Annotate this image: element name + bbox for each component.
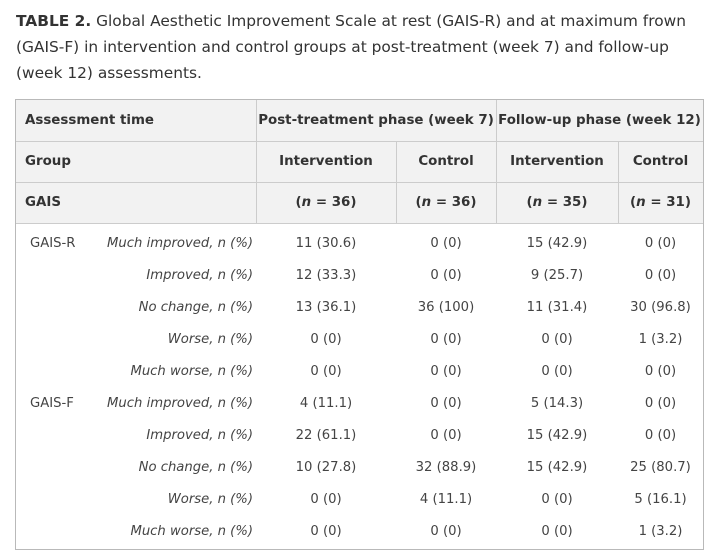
row-category: Worse, n (%) — [167, 492, 253, 507]
row-category: No change, n (%) — [138, 300, 253, 315]
cell-control-week12: 30 (96.8) — [630, 300, 691, 315]
table-row: Improved, n (%) 12 (33.3) 0 (0) 9 (25.7)… — [16, 260, 703, 292]
cell-intervention-week12: 0 (0) — [541, 524, 573, 539]
row-category: Worse, n (%) — [167, 332, 253, 347]
cell-control-week12: 5 (16.1) — [634, 492, 687, 507]
row-group: GAIS-R — [30, 236, 76, 251]
row-category: Much worse, n (%) — [130, 524, 253, 539]
header-post-treatment: Post-treatment phase (week 7) — [258, 113, 494, 128]
cell-control-week12: 1 (3.2) — [638, 524, 683, 539]
table-caption: TABLE 2. Global Aesthetic Improvement Sc… — [16, 8, 706, 86]
header-intervention-week12: Intervention — [510, 154, 604, 169]
row-category: Much worse, n (%) — [130, 364, 253, 379]
row-category: Much improved, n (%) — [107, 396, 253, 411]
header-divider — [16, 182, 703, 183]
cell-control-week12: 25 (80.7) — [630, 460, 691, 475]
row-category: Improved, n (%) — [146, 428, 253, 443]
cell-control-week7: 0 (0) — [430, 364, 462, 379]
cell-control-week7: 0 (0) — [430, 428, 462, 443]
header-divider — [16, 141, 703, 142]
table-caption-text: Global Aesthetic Improvement Scale at re… — [16, 12, 686, 82]
cell-intervention-week7: 0 (0) — [310, 524, 342, 539]
cell-intervention-week7: 11 (30.6) — [295, 236, 357, 251]
cell-intervention-week7: 22 (61.1) — [295, 428, 357, 443]
cell-intervention-week12: 9 (25.7) — [530, 268, 584, 283]
cell-control-week12: 0 (0) — [644, 268, 677, 283]
cell-control-week12: 0 (0) — [644, 236, 677, 251]
cell-control-week12: 0 (0) — [644, 364, 677, 379]
header-n-control-week7: (n = 36) — [415, 195, 477, 210]
cell-control-week12: 0 (0) — [644, 396, 677, 411]
cell-intervention-week7: 4 (11.1) — [299, 396, 353, 411]
table-row: Much worse, n (%) 0 (0) 0 (0) 0 (0) 1 (3… — [16, 516, 703, 548]
cell-intervention-week7: 12 (33.3) — [295, 268, 357, 283]
table-caption-label: TABLE 2. — [16, 12, 92, 30]
cell-control-week7: 0 (0) — [430, 268, 462, 283]
cell-control-week7: 0 (0) — [430, 396, 462, 411]
table-row: Much worse, n (%) 0 (0) 0 (0) 0 (0) 0 (0… — [16, 356, 703, 388]
row-category: No change, n (%) — [138, 460, 253, 475]
header-follow-up: Follow-up phase (week 12) — [498, 113, 701, 128]
cell-intervention-week12: 15 (42.9) — [526, 236, 588, 251]
cell-intervention-week12: 15 (42.9) — [526, 428, 588, 443]
cell-control-week7: 4 (11.1) — [419, 492, 473, 507]
column-divider — [256, 100, 257, 224]
cell-control-week7: 0 (0) — [430, 332, 462, 347]
table-row: No change, n (%) 10 (27.8) 32 (88.9) 15 … — [16, 452, 703, 484]
cell-control-week7: 0 (0) — [430, 524, 462, 539]
cell-intervention-week12: 0 (0) — [541, 364, 573, 379]
table-row: GAIS-R Much improved, n (%) 11 (30.6) 0 … — [16, 228, 703, 260]
cell-intervention-week7: 0 (0) — [310, 364, 342, 379]
cell-control-week12: 0 (0) — [644, 428, 677, 443]
results-table: Assessment time Post-treatment phase (we… — [15, 99, 704, 550]
cell-intervention-week12: 0 (0) — [541, 492, 573, 507]
cell-control-week7: 32 (88.9) — [415, 460, 477, 475]
header-control-week7: Control — [418, 154, 474, 169]
cell-control-week7: 0 (0) — [430, 236, 462, 251]
cell-intervention-week7: 0 (0) — [310, 332, 342, 347]
cell-intervention-week7: 0 (0) — [310, 492, 342, 507]
column-divider — [618, 141, 619, 224]
row-group: GAIS-F — [30, 396, 74, 411]
row-category: Much improved, n (%) — [107, 236, 253, 251]
header-divider — [16, 223, 703, 224]
cell-intervention-week12: 0 (0) — [541, 332, 573, 347]
header-control-week12: Control — [632, 154, 689, 169]
column-divider — [496, 100, 497, 224]
cell-control-week7: 36 (100) — [417, 300, 475, 315]
cell-intervention-week12: 11 (31.4) — [526, 300, 588, 315]
header-n-control-week12: (n = 31) — [630, 195, 691, 210]
cell-intervention-week12: 5 (14.3) — [530, 396, 584, 411]
header-intervention-week7: Intervention — [279, 154, 373, 169]
table-header — [16, 100, 703, 224]
header-n-intervention-week12: (n = 35) — [526, 195, 588, 210]
cell-intervention-week7: 13 (36.1) — [295, 300, 357, 315]
header-assessment-time: Assessment time — [25, 113, 154, 128]
header-n-intervention-week7: (n = 36) — [295, 195, 357, 210]
cell-intervention-week12: 15 (42.9) — [526, 460, 588, 475]
cell-intervention-week7: 10 (27.8) — [295, 460, 357, 475]
row-category: Improved, n (%) — [146, 268, 253, 283]
cell-control-week12: 1 (3.2) — [638, 332, 683, 347]
table-row: No change, n (%) 13 (36.1) 36 (100) 11 (… — [16, 292, 703, 324]
header-gais: GAIS — [25, 195, 61, 210]
column-divider — [396, 141, 397, 224]
table-row: Improved, n (%) 22 (61.1) 0 (0) 15 (42.9… — [16, 420, 703, 452]
table-row: Worse, n (%) 0 (0) 0 (0) 0 (0) 1 (3.2) — [16, 324, 703, 356]
header-group: Group — [25, 154, 71, 169]
table-row: Worse, n (%) 0 (0) 4 (11.1) 0 (0) 5 (16.… — [16, 484, 703, 516]
table-row: GAIS-F Much improved, n (%) 4 (11.1) 0 (… — [16, 388, 703, 420]
